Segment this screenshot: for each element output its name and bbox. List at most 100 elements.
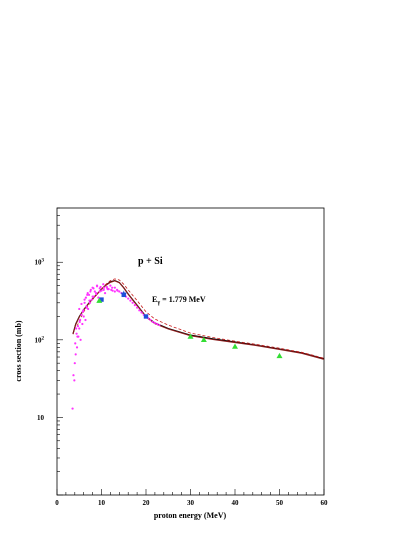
data-point-dot	[84, 296, 88, 299]
y-axis-label: cross section (mb)	[14, 320, 23, 382]
data-point-triangle	[276, 352, 283, 359]
data-point-dot	[140, 311, 143, 314]
data-point-dot	[76, 335, 79, 338]
data-point-dot	[103, 286, 106, 289]
data-point-dot	[78, 320, 81, 324]
model-curve-0	[72, 280, 325, 360]
data-point-dot	[74, 342, 77, 345]
data-point-dot	[87, 293, 91, 296]
data-point-dot	[85, 305, 88, 308]
data-point-dot	[93, 290, 96, 293]
data-point-dot	[100, 289, 103, 292]
data-point-dot	[102, 288, 105, 291]
x-tick-label: 60	[321, 499, 329, 507]
data-point-dot	[83, 301, 86, 304]
data-point-triangle	[187, 333, 194, 339]
model-curves	[72, 278, 325, 360]
data-point-dot	[131, 301, 134, 304]
data-point-square	[143, 314, 149, 319]
data-point-dot	[111, 286, 114, 289]
data-point-dot	[82, 315, 85, 318]
y-tick-exponent: 3	[42, 259, 45, 264]
data-point-dot	[73, 379, 76, 382]
data-point-dot	[91, 295, 94, 298]
data-point-dot	[153, 321, 156, 325]
x-tick-label: 50	[276, 499, 284, 507]
data-point-dot	[156, 322, 159, 326]
data-point-dot	[88, 301, 92, 304]
data-point-dot	[133, 304, 136, 307]
data-point-dot	[89, 290, 92, 293]
gamma-energy-annotation: Eγ = 1.779 MeV	[152, 295, 206, 306]
data-point-dot	[88, 299, 91, 302]
data-point-dot	[78, 327, 81, 330]
data-point-dot	[80, 313, 83, 316]
y-tick-base: 10	[35, 259, 43, 267]
data-point-dot	[92, 287, 95, 290]
data-point-dot	[129, 299, 132, 302]
data-point-triangle	[96, 297, 103, 303]
data-point-dot	[116, 289, 119, 292]
data-point-dot	[75, 327, 78, 330]
x-tick-label: 20	[143, 499, 151, 507]
x-tick-label: 40	[232, 499, 240, 507]
data-point-dot	[98, 290, 101, 293]
data-point-dot	[97, 296, 100, 299]
data-point-dot	[102, 283, 105, 286]
data-point-dot	[118, 290, 121, 293]
plot-frame	[56, 207, 325, 496]
data-point-dot	[151, 320, 154, 324]
y-tick-label: 102	[35, 336, 45, 344]
data-point-dot	[81, 322, 84, 326]
data-point-star	[120, 290, 128, 297]
data-point-dot	[86, 293, 89, 296]
data-point-dot	[136, 306, 139, 309]
data-point-dot	[109, 284, 112, 287]
model-curve-2	[76, 278, 325, 359]
reaction-annotation: p + Si	[138, 256, 163, 267]
data-point-dot	[71, 407, 74, 410]
data-point-dot	[76, 325, 80, 328]
data-point-dot	[75, 332, 78, 335]
data-points	[71, 283, 283, 410]
data-point-dot	[158, 323, 161, 327]
x-tick-label: 0	[55, 499, 59, 507]
data-point-dot	[106, 287, 109, 290]
data-point-dot	[149, 318, 152, 322]
x-axis-label: proton energy (MeV)	[154, 511, 227, 520]
data-point-dot	[75, 346, 79, 349]
data-point-dot	[110, 288, 113, 291]
data-point-square	[99, 297, 104, 302]
data-point-dot	[138, 309, 141, 312]
data-point-dot	[78, 307, 81, 311]
data-point-dot	[90, 298, 93, 301]
data-point-dot	[79, 338, 82, 341]
data-point-triangle	[232, 343, 238, 349]
y-tick-base: 10	[37, 414, 45, 422]
data-point-dot	[81, 310, 84, 313]
y-tick-label: 10	[37, 414, 45, 422]
data-point-dot	[73, 362, 76, 365]
data-point-dot	[74, 353, 77, 356]
data-point-dot	[72, 374, 75, 377]
data-point-dot	[87, 307, 90, 311]
data-point-dot	[127, 297, 130, 300]
gamma-energy-prefix: E	[152, 295, 157, 304]
gamma-energy-subscript: γ	[156, 300, 160, 306]
data-point-dot	[83, 298, 86, 301]
data-point-dot	[84, 318, 87, 322]
x-tick-label: 30	[187, 499, 195, 507]
model-curve-1	[72, 280, 325, 360]
x-tick-label: 10	[98, 499, 106, 507]
data-point-dot	[113, 286, 116, 289]
y-tick-exponent: 2	[42, 336, 45, 341]
data-point-dot	[95, 285, 99, 288]
data-point-dot	[103, 292, 107, 295]
y-tick-label: 103	[35, 259, 45, 267]
data-point-dot	[79, 318, 82, 322]
gamma-energy-value: = 1.779 MeV	[160, 295, 206, 304]
data-point-triangle	[200, 336, 207, 343]
data-point-dot	[113, 290, 116, 293]
y-tick-base: 10	[35, 336, 43, 344]
